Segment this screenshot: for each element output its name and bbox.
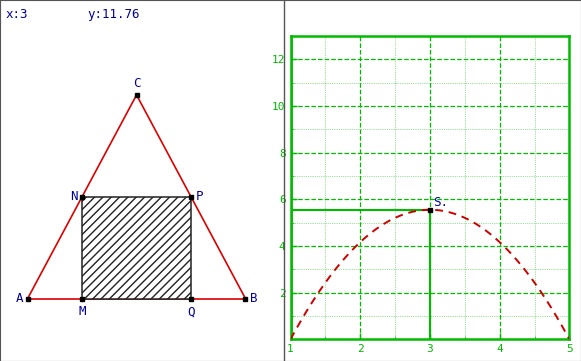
- Text: Q: Q: [187, 305, 195, 318]
- Text: P: P: [196, 190, 203, 203]
- Text: y:11.76: y:11.76: [87, 8, 139, 21]
- Text: B: B: [250, 292, 257, 305]
- Text: C: C: [133, 77, 140, 90]
- Text: S.: S.: [433, 196, 449, 209]
- Text: A: A: [16, 292, 23, 305]
- Bar: [82, 197, 191, 299]
- Text: x:3: x:3: [6, 8, 28, 21]
- Text: M: M: [78, 305, 86, 318]
- Text: N: N: [70, 190, 77, 203]
